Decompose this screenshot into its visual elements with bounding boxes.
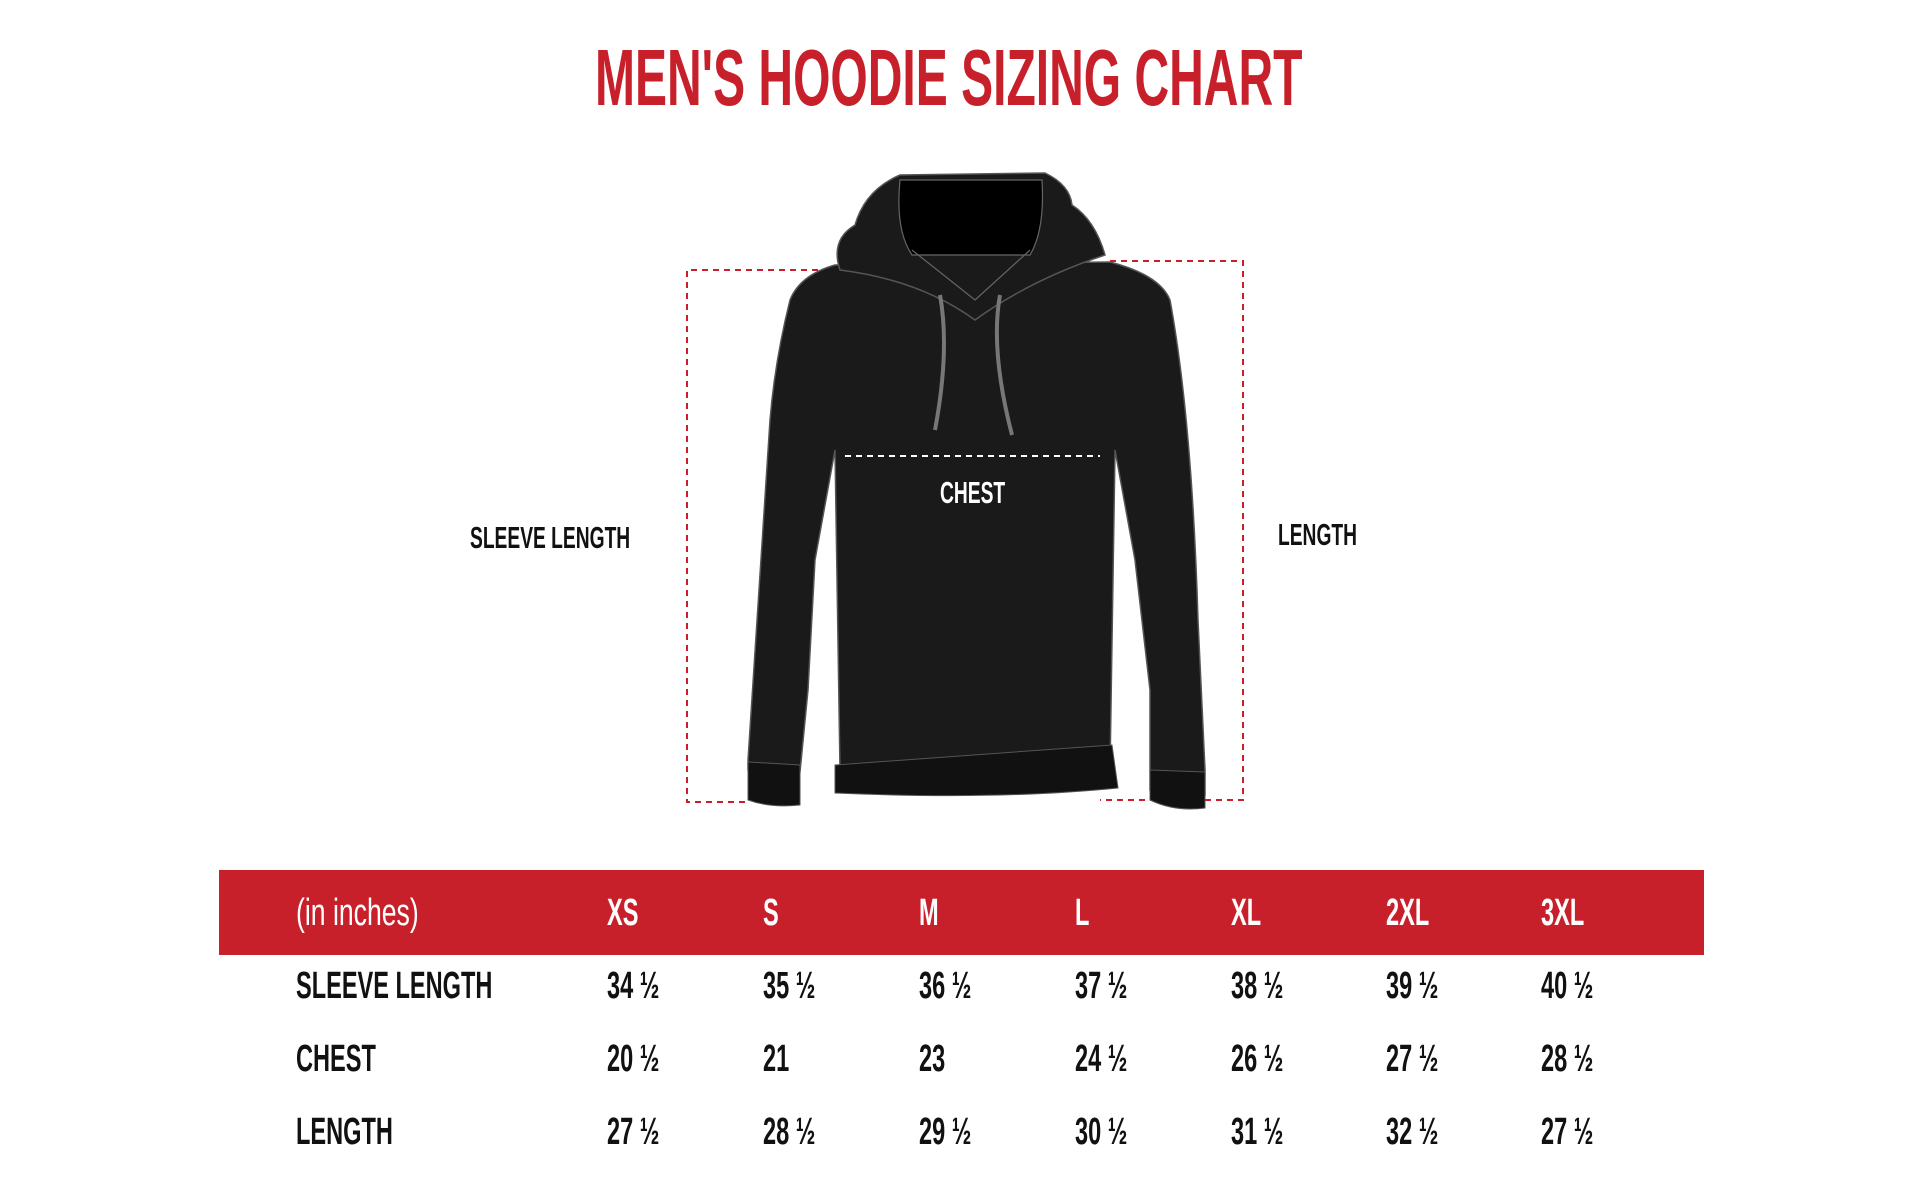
table-cell: 21 bbox=[763, 1038, 790, 1080]
table-cell: 38 ½ bbox=[1231, 965, 1284, 1007]
table-cell: 28 ½ bbox=[763, 1111, 816, 1153]
unit-header: (in inches) bbox=[296, 892, 419, 934]
table-cell: 20 ½ bbox=[607, 1038, 660, 1080]
drawstring-icon bbox=[933, 294, 1014, 436]
size-header: S bbox=[763, 892, 779, 934]
size-header: 2XL bbox=[1386, 892, 1430, 934]
table-cell: 31 ½ bbox=[1231, 1111, 1284, 1153]
row-label: LENGTH bbox=[296, 1111, 393, 1153]
table-cell: 28 ½ bbox=[1541, 1038, 1594, 1080]
hoodie-hem bbox=[834, 744, 1119, 797]
size-header: M bbox=[919, 892, 939, 934]
row-label: SLEEVE LENGTH bbox=[296, 965, 493, 1007]
table-cell: 27 ½ bbox=[1386, 1038, 1439, 1080]
row-label: CHEST bbox=[296, 1038, 376, 1080]
size-header: XL bbox=[1231, 892, 1262, 934]
table-cell: 32 ½ bbox=[1386, 1111, 1439, 1153]
table-cell: 35 ½ bbox=[763, 965, 816, 1007]
sleeve-length-guide bbox=[686, 269, 840, 803]
chest-label: CHEST bbox=[940, 475, 1006, 510]
size-header: 3XL bbox=[1541, 892, 1585, 934]
hoodie-illustration bbox=[686, 172, 1244, 810]
table-cell: 36 ½ bbox=[919, 965, 972, 1007]
table-cell: 26 ½ bbox=[1231, 1038, 1284, 1080]
table-cell: 37 ½ bbox=[1075, 965, 1128, 1007]
length-label: LENGTH bbox=[1278, 517, 1358, 552]
size-header: L bbox=[1075, 892, 1090, 934]
sleeve-length-label: SLEEVE LENGTH bbox=[470, 520, 631, 555]
table-cell: 27 ½ bbox=[1541, 1111, 1594, 1153]
hoodie-body bbox=[747, 261, 1206, 796]
size-header: XS bbox=[607, 892, 639, 934]
table-cell: 23 bbox=[919, 1038, 946, 1080]
length-guide bbox=[1100, 260, 1244, 801]
table-cell: 27 ½ bbox=[607, 1111, 660, 1153]
size-table-header bbox=[219, 870, 1704, 955]
table-cell: 29 ½ bbox=[919, 1111, 972, 1153]
table-cell: 30 ½ bbox=[1075, 1111, 1128, 1153]
table-cell: 24 ½ bbox=[1075, 1038, 1128, 1080]
page-title: MEN'S HOODIE SIZING CHART bbox=[595, 33, 1303, 122]
table-cell: 39 ½ bbox=[1386, 965, 1439, 1007]
table-cell: 34 ½ bbox=[607, 965, 660, 1007]
table-cell: 40 ½ bbox=[1541, 965, 1594, 1007]
